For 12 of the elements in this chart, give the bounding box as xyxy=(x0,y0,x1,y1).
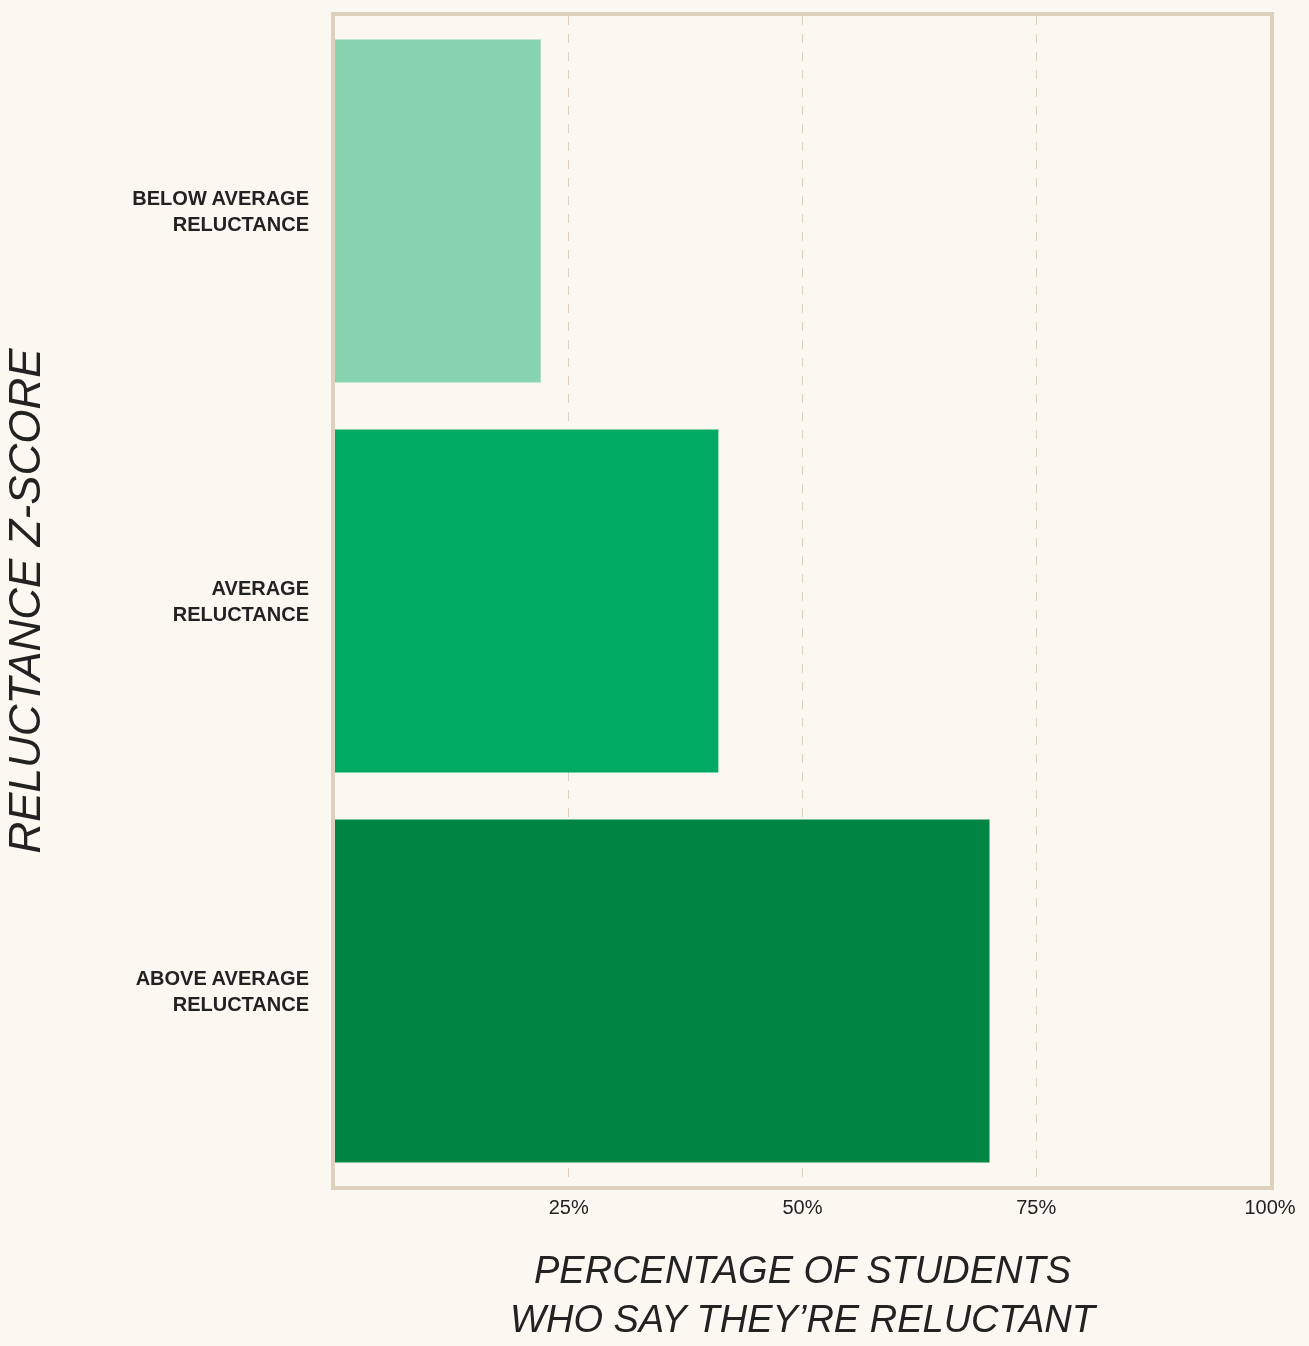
y-tick-label: AVERAGE RELUCTANCE xyxy=(172,577,309,625)
y-tick-label: BELOW AVERAGE RELUCTANCE xyxy=(132,187,309,235)
y-axis-title: RELUCTANCE Z-SCORE xyxy=(0,347,49,854)
x-tick-label: 50% xyxy=(782,1196,823,1218)
bar xyxy=(335,39,541,383)
x-tick-label: 75% xyxy=(1016,1196,1057,1218)
x-axis-title: PERCENTAGE OF STUDENTS WHO SAY THEY’RE RELUCTANT xyxy=(510,1248,1098,1340)
bar xyxy=(335,819,990,1163)
bar xyxy=(335,429,719,773)
x-tick-label: 100% xyxy=(1244,1196,1296,1218)
y-tick-label: ABOVE AVERAGE RELUCTANCE xyxy=(135,967,309,1015)
x-tick-label: 25% xyxy=(548,1196,589,1218)
